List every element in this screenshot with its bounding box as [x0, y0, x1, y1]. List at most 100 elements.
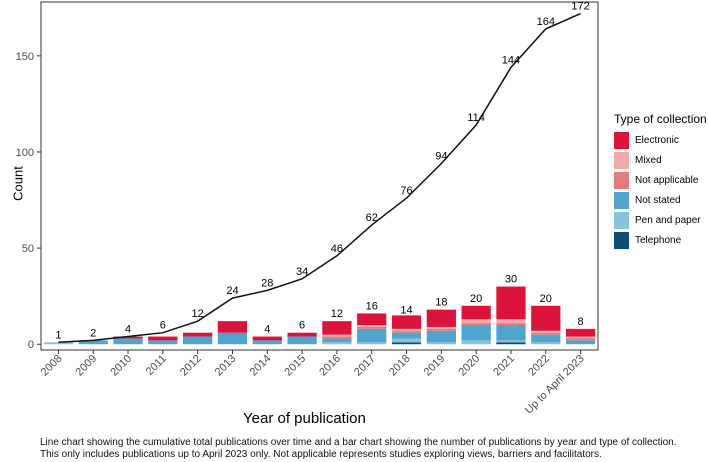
legend-item-electronic: Electronic: [614, 131, 707, 150]
bar-electronic-15: [565, 328, 596, 337]
bar-electronic-12: [461, 305, 491, 320]
caption-line-1: Line chart showing the cumulative total …: [40, 437, 677, 448]
legend-swatch: [614, 212, 629, 229]
bar-total-label-6: 4: [264, 324, 270, 336]
x-tick-label-10: 2018: [387, 353, 413, 379]
bar-pen-and-paper-12: [461, 340, 491, 345]
bar-not-stated-6: [252, 340, 282, 345]
line-data-label-8: 46: [331, 243, 343, 255]
x-tick-label-13: 2021: [491, 353, 517, 379]
bar-total-label-14: 20: [540, 293, 552, 305]
legend-item-pen-and-paper: Pen and paper: [614, 211, 707, 230]
y-tick-label-50: 50: [22, 243, 34, 255]
line-data-label-5: 24: [226, 285, 238, 297]
bar-mixed-11: [426, 326, 456, 329]
x-tick-label-7: 2015: [282, 353, 308, 379]
x-tick-label-12: 2020: [456, 353, 482, 379]
legend-title: Type of collection: [614, 112, 707, 126]
bar-not-stated-7: [287, 336, 317, 345]
bar-pen-and-paper-11: [426, 342, 456, 345]
legend: Type of collection Electronic Mixed Not ap…: [614, 112, 707, 251]
bar-not-stated-3: [148, 340, 178, 345]
y-tick-label-150: 150: [16, 51, 34, 63]
x-tick-label-0: 2008: [39, 353, 65, 379]
x-tick-label-2: 2010: [108, 353, 134, 379]
bar-electronic-14: [531, 305, 561, 331]
legend-label: Not stated: [635, 195, 681, 206]
legend-item-not-applicable: Not applicable: [614, 171, 707, 190]
bar-total-label-12: 20: [470, 293, 482, 305]
bar-mixed-9: [357, 325, 387, 327]
bar-mixed-13: [496, 319, 526, 324]
bar-electronic-13: [496, 286, 526, 320]
bar-electronic-2: [113, 336, 143, 339]
bar-mixed-14: [531, 330, 561, 333]
line-data-label-11: 94: [435, 151, 447, 163]
bar-electronic-8: [322, 321, 352, 335]
bar-total-label-9: 16: [366, 300, 378, 312]
bar-electronic-7: [287, 332, 317, 337]
bar-total-label-15: 8: [578, 316, 584, 328]
bar-pen-and-paper-10: [391, 338, 422, 343]
bar-total-label-8: 12: [331, 308, 343, 320]
bar-not-applicable-15: [565, 338, 596, 341]
bar-electronic-6: [252, 336, 282, 341]
bar-mixed-12: [461, 319, 491, 324]
bar-not-stated-2: [113, 338, 143, 345]
legend-items: Electronic Mixed Not applicable Not stated P…: [614, 131, 707, 250]
line-data-label-2: 4: [125, 324, 131, 336]
bar-total-label-7: 6: [299, 320, 305, 332]
bar-electronic-10: [391, 315, 422, 329]
line-data-label-1: 2: [90, 327, 96, 339]
legend-label: Not applicable: [635, 175, 699, 186]
bar-pen-and-paper-14: [531, 342, 561, 345]
plot-panel-border: [40, 1, 599, 351]
bar-electronic-5: [217, 321, 248, 333]
bar-telephone-13: [496, 342, 526, 345]
legend-label: Pen and paper: [635, 215, 701, 226]
legend-label: Telephone: [635, 235, 682, 246]
cumulative-line: [58, 12, 581, 344]
bar-not-stated-8: [322, 338, 352, 343]
bar-not-applicable-12: [461, 323, 491, 326]
line-data-label-6: 28: [261, 277, 273, 289]
bar-electronic-3: [148, 336, 178, 341]
bar-not-applicable-10: [391, 330, 422, 333]
bar-telephone-10: [391, 342, 422, 345]
bar-not-stated-14: [531, 334, 561, 343]
bar-pen-and-paper-9: [357, 342, 387, 345]
x-tick-label-11: 2019: [422, 353, 448, 379]
x-tick-label-5: 2013: [213, 353, 239, 379]
legend-label: Mixed: [635, 155, 662, 166]
bar-not-stated-5: [217, 332, 248, 345]
legend-swatch: [614, 132, 629, 149]
line-data-label-9: 62: [366, 212, 378, 224]
bar-pen-and-paper-13: [496, 340, 526, 343]
bar-not-stated-12: [461, 325, 491, 341]
caption-line-2: This only includes publications up to Ap…: [40, 448, 602, 460]
x-tick-label-9: 2017: [352, 353, 378, 379]
bar-not-applicable-11: [426, 328, 456, 331]
bar-not-applicable-14: [531, 332, 561, 335]
legend-label: Electronic: [635, 135, 679, 146]
line-data-label-10: 76: [400, 185, 412, 197]
bar-total-label-11: 18: [435, 297, 447, 309]
bar-electronic-11: [426, 309, 456, 327]
line-data-label-4: 12: [192, 308, 204, 320]
bar-mixed-15: [565, 336, 596, 339]
y-tick-label-0: 0: [28, 339, 34, 351]
x-tick-label-6: 2014: [248, 353, 274, 379]
x-tick-label-8: 2016: [317, 353, 343, 379]
figure-caption: Line chart showing the cumulative total …: [40, 437, 700, 460]
bar-not-stated-10: [391, 332, 422, 339]
bar-mixed-8: [322, 334, 352, 337]
bar-total-label-10: 14: [400, 304, 412, 316]
x-axis-label: Year of publication: [243, 410, 366, 427]
bar-not-stated-11: [426, 330, 456, 343]
line-data-label-12: 114: [467, 112, 485, 124]
legend-item-mixed: Mixed: [614, 151, 707, 170]
bar-total-label-13: 30: [505, 274, 517, 286]
legend-item-not-stated: Not stated: [614, 191, 707, 210]
line-data-label-15: 172: [571, 1, 589, 13]
legend-item-telephone: Telephone: [614, 231, 707, 250]
